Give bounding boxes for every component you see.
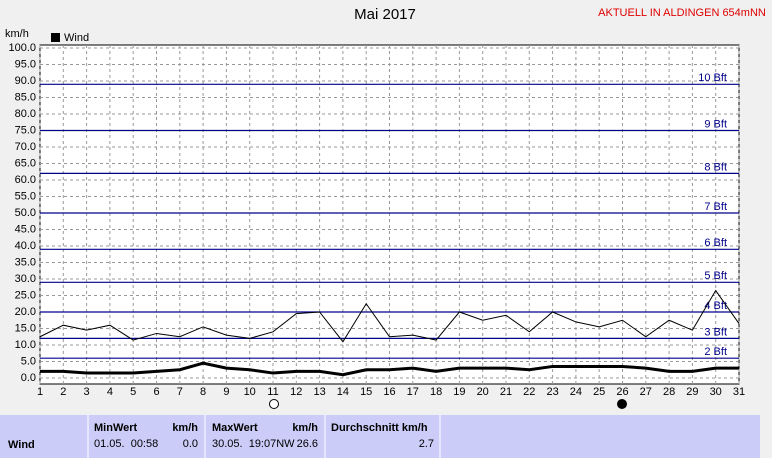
- x-tick-label: 14: [337, 386, 349, 398]
- x-tick-label: 27: [640, 386, 652, 398]
- x-tick-label: 20: [477, 386, 489, 398]
- table-header: MinWert: [94, 422, 138, 434]
- x-tick-label: 26: [616, 386, 628, 398]
- y-tick-label: 90.0: [15, 75, 36, 87]
- x-tick-label: 30: [710, 386, 722, 398]
- x-tick-label: 8: [200, 386, 206, 398]
- x-tick-label: 10: [244, 386, 256, 398]
- y-tick-label: 70.0: [15, 141, 36, 153]
- beaufort-label: 7 Bft: [704, 201, 727, 213]
- x-tick-label: 23: [546, 386, 558, 398]
- moon-icon: [617, 399, 627, 409]
- y-tick-label: 10.0: [15, 339, 36, 351]
- table-cell: 26.6: [297, 438, 318, 450]
- x-tick-label: 16: [383, 386, 395, 398]
- table-header: MaxWert: [212, 422, 258, 434]
- table-bg: [0, 415, 760, 458]
- y-tick-label: 50.0: [15, 207, 36, 219]
- subtitle: AKTUELL IN ALDINGEN 654mNN: [598, 7, 766, 19]
- beaufort-label: 2 Bft: [704, 346, 727, 358]
- x-tick-label: 31: [733, 386, 745, 398]
- beaufort-label: 10 Bft: [698, 72, 727, 84]
- y-tick-label: 95.0: [15, 58, 36, 70]
- table-cell: 0.0: [183, 438, 198, 450]
- beaufort-label: 3 Bft: [704, 326, 727, 338]
- x-tick-label: 1: [37, 386, 43, 398]
- x-tick-label: 7: [177, 386, 183, 398]
- chart-title: Mai 2017: [354, 6, 416, 23]
- x-tick-label: 28: [663, 386, 675, 398]
- y-tick-label: 80.0: [15, 108, 36, 120]
- y-tick-label: 5.0: [21, 355, 36, 367]
- x-tick-label: 11: [267, 386, 278, 398]
- x-tick-label: 25: [593, 386, 605, 398]
- x-tick-label: 18: [430, 386, 442, 398]
- x-tick-label: 19: [453, 386, 465, 398]
- beaufort-label: 9 Bft: [704, 118, 727, 130]
- table-header: km/h: [292, 422, 318, 434]
- series-line: [39, 289, 740, 343]
- x-tick-label: 13: [313, 386, 325, 398]
- y-tick-label: 65.0: [15, 157, 36, 169]
- y-tick-label: 15.0: [15, 322, 36, 334]
- x-tick-label: 15: [360, 386, 372, 398]
- table-cell: 30.05. 19:07NW: [212, 438, 295, 450]
- x-tick-label: 17: [407, 386, 419, 398]
- y-tick-label: 85.0: [15, 91, 36, 103]
- y-tick-label: 40.0: [15, 240, 36, 252]
- x-tick-label: 24: [570, 386, 582, 398]
- y-tick-label: 60.0: [15, 174, 36, 186]
- x-tick-label: 2: [60, 386, 66, 398]
- x-tick-label: 22: [523, 386, 535, 398]
- x-tick-label: 9: [223, 386, 229, 398]
- x-tick-label: 21: [500, 386, 512, 398]
- y-tick-label: 75.0: [15, 124, 36, 136]
- y-tick-label: 20.0: [15, 306, 36, 318]
- y-tick-label: 45.0: [15, 223, 36, 235]
- y-tick-label: 30.0: [15, 273, 36, 285]
- table-cell: 01.05. 00:58: [94, 438, 158, 450]
- y-axis-label: km/h: [5, 28, 29, 40]
- table: MinWert km/h MaxWert km/h Durchschnitt k…: [0, 415, 760, 458]
- table-header: km/h: [172, 422, 198, 434]
- y-tick-label: 25.0: [15, 289, 36, 301]
- series-line: [40, 361, 739, 377]
- y-tick-label: 55.0: [15, 190, 36, 202]
- table-cell: 2.7: [419, 438, 434, 450]
- beaufort-label: 8 Bft: [704, 161, 727, 173]
- legend-label: Wind: [64, 32, 89, 44]
- x-tick-label: 29: [686, 386, 698, 398]
- y-tick-label: 100.0: [8, 42, 36, 54]
- y-tick-label: 0.0: [21, 372, 36, 384]
- x-tick-label: 5: [130, 386, 136, 398]
- moon-icon: [269, 399, 279, 409]
- x-tick-label: 4: [107, 386, 113, 398]
- beaufort-label: 5 Bft: [704, 270, 727, 282]
- x-tick-label: 6: [153, 386, 159, 398]
- y-tick-label: 35.0: [15, 256, 36, 268]
- x-tick-label: 3: [84, 386, 90, 398]
- legend-swatch: [51, 33, 60, 42]
- x-tick-label: 12: [290, 386, 302, 398]
- table-header: Durchschnitt km/h: [331, 422, 428, 434]
- table-cell: Wind: [8, 439, 35, 451]
- beaufort-label: 4 Bft: [704, 300, 727, 312]
- beaufort-label: 6 Bft: [704, 237, 727, 249]
